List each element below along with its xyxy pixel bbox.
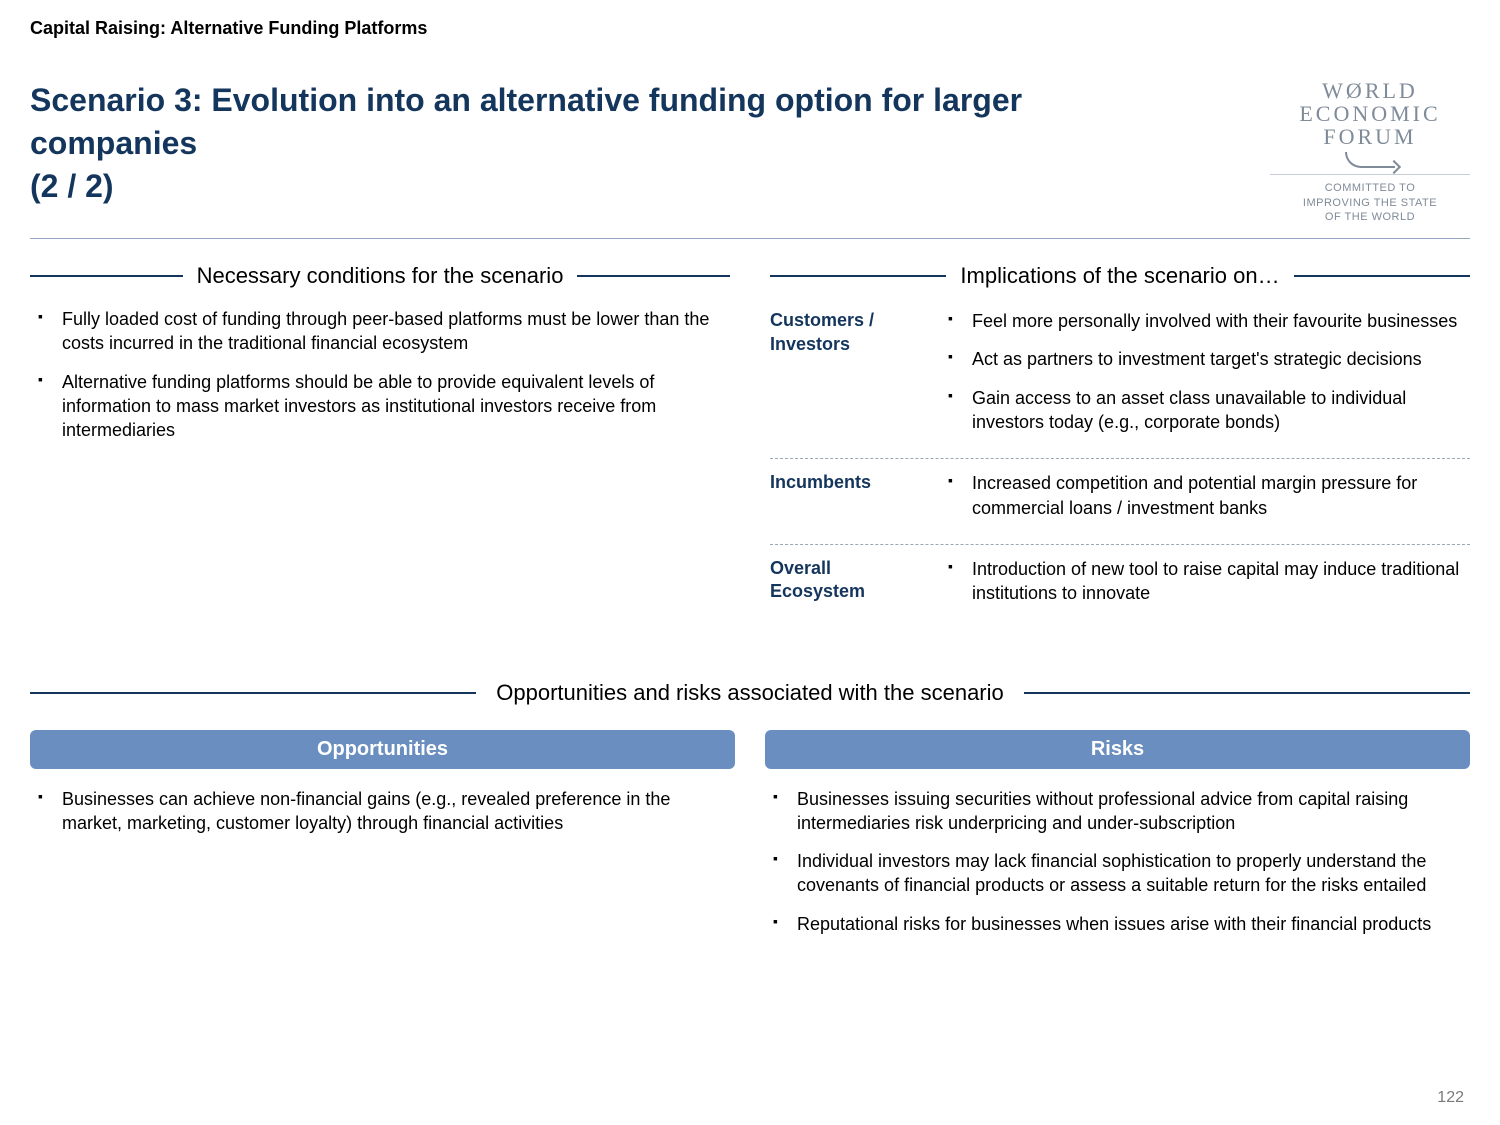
risk-item: Individual investors may lack financial … bbox=[773, 849, 1470, 898]
logo-line-1: WØRLD bbox=[1270, 79, 1470, 102]
heading-rule-left bbox=[30, 275, 183, 277]
heading-rule-right bbox=[1024, 692, 1470, 694]
risk-item: Businesses issuing securities without pr… bbox=[773, 787, 1470, 836]
implication-label: Incumbents bbox=[770, 471, 920, 534]
conditions-heading: Necessary conditions for the scenario bbox=[30, 263, 730, 289]
opportunities-pill: Opportunities bbox=[30, 730, 735, 769]
risk-item: Reputational risks for businesses when i… bbox=[773, 912, 1470, 936]
heading-rule-right bbox=[577, 275, 730, 277]
implication-item: Feel more personally involved with their… bbox=[948, 309, 1470, 333]
implication-group-ecosystem: Overall Ecosystem Introduction of new to… bbox=[770, 544, 1470, 630]
opp-risk-heading: Opportunities and risks associated with … bbox=[30, 680, 1470, 706]
implication-item: Act as partners to investment target's s… bbox=[948, 347, 1470, 371]
conditions-list: Fully loaded cost of funding through pee… bbox=[30, 307, 730, 442]
tagline-1: COMMITTED TO bbox=[1325, 182, 1416, 194]
implications-heading-label: Implications of the scenario on… bbox=[960, 263, 1279, 289]
logo-swoosh-icon bbox=[1345, 152, 1395, 168]
page-number: 122 bbox=[1437, 1089, 1464, 1107]
opportunities-risks-section: Opportunities and risks associated with … bbox=[30, 680, 1470, 950]
main-title: Scenario 3: Evolution into an alternativ… bbox=[30, 79, 1090, 209]
logo-line-2: ECONOMIC bbox=[1270, 102, 1470, 125]
implication-item: Introduction of new tool to raise capita… bbox=[948, 557, 1470, 606]
tagline-3: OF THE WORLD bbox=[1325, 211, 1415, 223]
page-header: Capital Raising: Alternative Funding Pla… bbox=[30, 18, 1470, 39]
risks-column: Risks Businesses issuing securities with… bbox=[765, 730, 1470, 950]
opportunity-item: Businesses can achieve non-financial gai… bbox=[38, 787, 735, 836]
title-row: Scenario 3: Evolution into an alternativ… bbox=[30, 79, 1470, 239]
implication-item: Gain access to an asset class unavailabl… bbox=[948, 386, 1470, 435]
implication-list: Increased competition and potential marg… bbox=[940, 471, 1470, 534]
implications-heading: Implications of the scenario on… bbox=[770, 263, 1470, 289]
implication-list: Introduction of new tool to raise capita… bbox=[940, 557, 1470, 620]
wef-logo: WØRLD ECONOMIC FORUM COMMITTED TO IMPROV… bbox=[1270, 79, 1470, 224]
implications-column: Implications of the scenario on… Custome… bbox=[770, 263, 1470, 629]
opportunities-list: Businesses can achieve non-financial gai… bbox=[30, 787, 735, 836]
conditions-heading-label: Necessary conditions for the scenario bbox=[197, 263, 564, 289]
implication-group-incumbents: Incumbents Increased competition and pot… bbox=[770, 458, 1470, 544]
heading-rule-left bbox=[30, 692, 476, 694]
condition-item: Fully loaded cost of funding through pee… bbox=[38, 307, 730, 356]
heading-rule-right bbox=[1294, 275, 1470, 277]
main-columns: Necessary conditions for the scenario Fu… bbox=[30, 263, 1470, 629]
title-line-1: Scenario 3: Evolution into an alternativ… bbox=[30, 82, 1022, 161]
condition-item: Alternative funding platforms should be … bbox=[38, 370, 730, 443]
conditions-column: Necessary conditions for the scenario Fu… bbox=[30, 263, 730, 629]
opportunities-column: Opportunities Businesses can achieve non… bbox=[30, 730, 735, 950]
implication-label: Customers / Investors bbox=[770, 309, 920, 448]
logo-tagline: COMMITTED TO IMPROVING THE STATE OF THE … bbox=[1270, 174, 1470, 224]
logo-line-3: FORUM bbox=[1270, 125, 1470, 148]
opp-risk-heading-label: Opportunities and risks associated with … bbox=[496, 680, 1003, 706]
implication-list: Feel more personally involved with their… bbox=[940, 309, 1470, 448]
implication-group-customers: Customers / Investors Feel more personal… bbox=[770, 307, 1470, 458]
tagline-2: IMPROVING THE STATE bbox=[1303, 197, 1437, 209]
risks-list: Businesses issuing securities without pr… bbox=[765, 787, 1470, 936]
implication-label: Overall Ecosystem bbox=[770, 557, 920, 620]
heading-rule-left bbox=[770, 275, 946, 277]
implication-item: Increased competition and potential marg… bbox=[948, 471, 1470, 520]
risks-pill: Risks bbox=[765, 730, 1470, 769]
title-line-2: (2 / 2) bbox=[30, 168, 114, 204]
opp-risk-columns: Opportunities Businesses can achieve non… bbox=[30, 730, 1470, 950]
